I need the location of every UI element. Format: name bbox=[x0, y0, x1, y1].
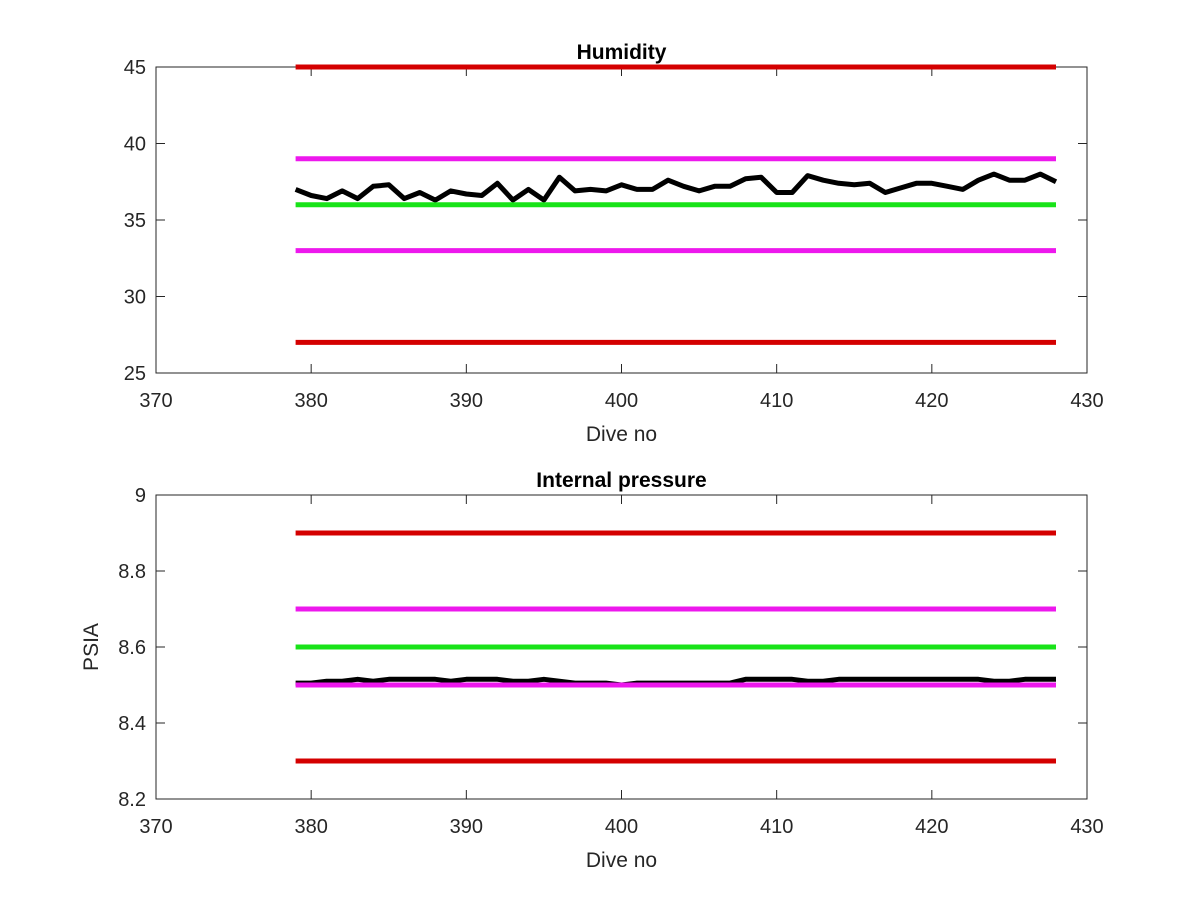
y-tick-label: 8.6 bbox=[118, 637, 146, 659]
x-tick-label: 400 bbox=[605, 816, 638, 838]
x-tick-label: 410 bbox=[760, 816, 793, 838]
x-tick-label: 380 bbox=[294, 390, 327, 412]
x-tick-label: 430 bbox=[1070, 390, 1103, 412]
y-tick-label: 25 bbox=[124, 363, 146, 385]
x-tick-label: 410 bbox=[760, 390, 793, 412]
y-axis-label: PSIA bbox=[80, 623, 103, 671]
x-tick-label: 380 bbox=[294, 816, 327, 838]
internal-pressure-chart: 370 380 390 400 410 420 430 8.2 8.4 8.6 8.8 9 Intern… bbox=[80, 469, 1104, 872]
chart-title: Internal pressure bbox=[536, 469, 706, 492]
y-tick-label: 35 bbox=[124, 210, 146, 232]
x-tick-label: 390 bbox=[450, 390, 483, 412]
y-tick-label: 8.4 bbox=[118, 713, 146, 735]
y-tick-label: 8.8 bbox=[118, 561, 146, 583]
plot-area bbox=[155, 66, 1088, 374]
y-tick-label: 40 bbox=[124, 134, 146, 156]
y-tick-label: 30 bbox=[124, 287, 146, 309]
x-tick-label: 420 bbox=[915, 816, 948, 838]
y-tick-label: 8.2 bbox=[118, 789, 146, 811]
series-line-measured bbox=[294, 171, 1058, 203]
x-tick-label: 430 bbox=[1070, 816, 1103, 838]
y-tick-label: 9 bbox=[135, 485, 146, 507]
x-axis-label: Dive no bbox=[586, 423, 657, 446]
x-tick-label: 400 bbox=[605, 390, 638, 412]
x-tick-label: 390 bbox=[450, 816, 483, 838]
x-tick-label: 370 bbox=[139, 816, 172, 838]
x-tick-label: 420 bbox=[915, 390, 948, 412]
chart-title: Humidity bbox=[577, 41, 667, 64]
x-axis-label: Dive no bbox=[586, 849, 657, 872]
humidity-chart: 370 380 390 400 410 420 430 25 30 35 40 45 Humidity D… bbox=[124, 41, 1104, 446]
x-tick-label: 370 bbox=[139, 390, 172, 412]
y-tick-label: 45 bbox=[124, 57, 146, 79]
